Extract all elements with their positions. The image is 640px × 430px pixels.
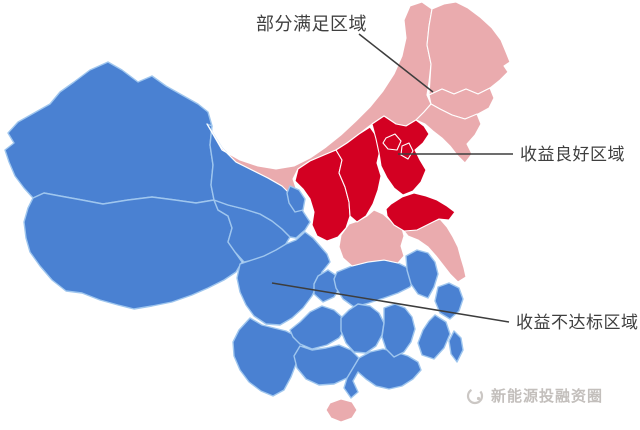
province-hainan	[325, 398, 358, 423]
province-heilongjiang	[426, 1, 511, 96]
province-yunnan	[232, 317, 304, 397]
province-hunan	[340, 303, 385, 354]
watermark: 新能源投融资圈	[466, 385, 603, 406]
label-below-region: 收益不达标区域	[516, 313, 639, 333]
province-xinjiang	[4, 61, 215, 205]
province-ningxia	[286, 185, 306, 213]
label-good-region: 收益良好区域	[520, 145, 625, 165]
province-hebei	[371, 115, 430, 196]
province-beijing	[382, 133, 402, 151]
province-fujian	[417, 314, 451, 360]
leader-line-partial-region	[358, 33, 434, 93]
province-tibet	[23, 192, 243, 310]
watermark-text: 新能源投融资圈	[491, 387, 604, 405]
label-partial-region: 部分满足区域	[256, 14, 367, 35]
watermark-logo-icon	[466, 387, 484, 404]
province-shanxi	[335, 126, 382, 223]
province-henan	[338, 209, 405, 267]
province-zhejiang	[434, 282, 464, 320]
province-liaoning	[415, 103, 482, 164]
province-taiwan	[448, 330, 464, 363]
province-anhui	[405, 249, 439, 299]
province-shandong	[385, 192, 456, 232]
province-sichuan	[236, 231, 331, 326]
province-jiangxi	[381, 303, 416, 358]
province-shapes	[4, 1, 511, 423]
leader-line-below-region	[271, 282, 510, 323]
